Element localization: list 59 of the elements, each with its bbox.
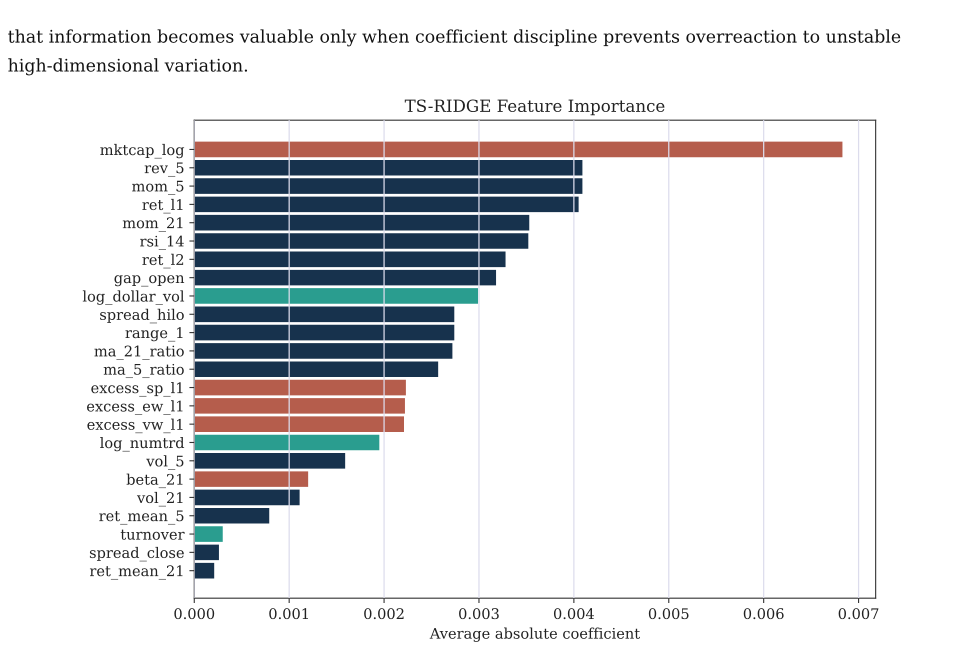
bar	[194, 214, 530, 230]
y-tick-label: rev_5	[144, 162, 184, 177]
x-tick-label: 0.002	[364, 608, 404, 620]
y-tick-label: ret_l1	[142, 198, 182, 214]
bar	[194, 380, 406, 396]
bar	[194, 544, 219, 560]
bar	[194, 490, 300, 506]
bar	[194, 142, 842, 158]
chart-title: TS-RIDGE Feature Importance	[404, 99, 664, 116]
x-tick-label: 0.003	[459, 608, 499, 620]
bar	[194, 324, 454, 340]
y-tick-label: excess_ew_l1	[87, 400, 182, 415]
bar	[194, 343, 452, 359]
y-tick-label: ret_l2	[142, 254, 184, 268]
bar	[194, 453, 346, 469]
x-tick-label: 0.005	[648, 608, 689, 620]
bar	[194, 252, 506, 268]
y-tick-label: ma_21_ratio	[94, 345, 184, 360]
x-tick-label: 0.001	[269, 608, 308, 620]
y-tick-label: gap_open	[114, 275, 184, 286]
y-tick-label: vol_5	[146, 455, 184, 470]
bar	[194, 178, 582, 194]
x-axis-title: Average absolute coefficient	[430, 628, 640, 642]
bar	[194, 398, 405, 414]
bar	[194, 270, 496, 286]
bar	[194, 562, 214, 578]
y-tick-label: beta_21	[126, 474, 182, 488]
bar	[194, 471, 308, 487]
y-tick-label: ma_5_ratio	[104, 364, 184, 378]
bar	[194, 196, 579, 212]
bar	[194, 361, 438, 378]
y-tick-label: vol_21	[136, 492, 182, 506]
bar	[194, 306, 454, 322]
x-tick-label: 0.007	[838, 608, 878, 620]
y-tick-label: excess_vw_l1	[87, 418, 182, 434]
y-tick-label: rsi_14	[140, 236, 184, 250]
y-tick-label: spread_hilo	[100, 308, 184, 324]
bar	[194, 508, 270, 524]
y-tick-label: ret_mean_5	[99, 510, 184, 525]
bar	[194, 434, 380, 450]
x-tick-label: 0.000	[174, 608, 214, 620]
y-tick-label: ret_mean_21	[90, 565, 182, 580]
bar	[194, 526, 223, 542]
y-tick-label: range_1	[125, 327, 182, 342]
bar	[194, 416, 404, 432]
x-tick-label: 0.006	[744, 608, 784, 620]
y-tick-label: mom_21	[122, 217, 182, 232]
text: that information becomes valuable only when coefficient discipline prevents overreaction to unstable high-dimensional variation.	[8, 29, 900, 76]
bar	[194, 233, 528, 249]
y-tick-label: mom_5	[132, 180, 184, 195]
y-tick-label: excess_sp_l1	[91, 382, 182, 397]
y-tick-label: log_numtrd	[100, 436, 184, 452]
y-tick-label: log_dollar_vol	[82, 290, 184, 305]
x-tick-label: 0.004	[554, 608, 594, 620]
bar	[194, 160, 582, 176]
y-tick-label: mktcap_log	[100, 144, 184, 158]
y-tick-label: spread_close	[90, 546, 184, 562]
y-tick-label: turnover	[120, 530, 185, 540]
bar	[194, 288, 478, 304]
